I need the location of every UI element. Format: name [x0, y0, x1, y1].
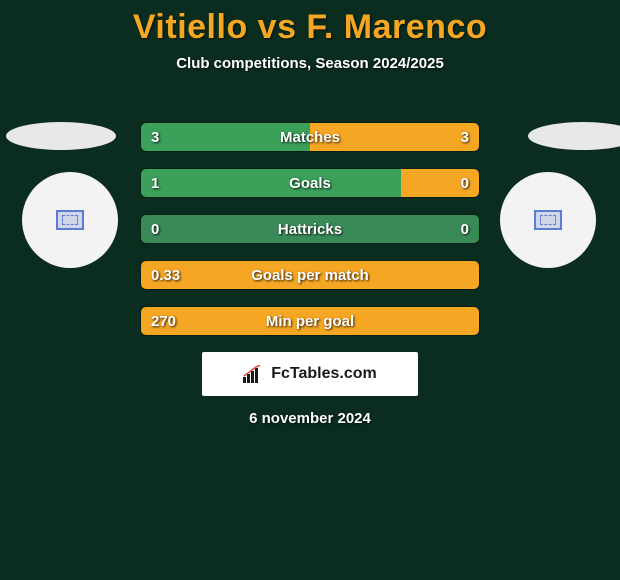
stats-bars: Matches33 Goals10 Hattricks00 Goals per mat… — [140, 122, 480, 352]
stat-bar: Matches33 — [140, 122, 480, 152]
stat-bar: Goals per match0.33 — [140, 260, 480, 290]
player-left-portrait — [6, 122, 116, 150]
chart-icon — [243, 365, 265, 383]
bar-segment-left — [141, 261, 479, 289]
page-subtitle: Club competitions, Season 2024/2025 — [0, 55, 620, 72]
bar-segment-left — [141, 215, 479, 243]
bar-segment-right — [310, 123, 479, 151]
bar-segment-left — [141, 123, 310, 151]
date-text: 6 november 2024 — [0, 410, 620, 427]
club-left-badge — [22, 172, 118, 268]
fctables-logo: FcTables.com — [202, 352, 418, 396]
placeholder-badge-icon — [56, 210, 84, 230]
page-title: Vitiello vs F. Marenco — [0, 8, 620, 47]
placeholder-badge-icon — [534, 210, 562, 230]
club-right-badge — [500, 172, 596, 268]
bar-segment-left — [141, 169, 401, 197]
bar-segment-left — [141, 307, 479, 335]
player-right-portrait — [528, 122, 620, 150]
stat-bar: Min per goal270 — [140, 306, 480, 336]
stat-bar: Goals10 — [140, 168, 480, 198]
bar-segment-right — [401, 169, 479, 197]
logo-text: FcTables.com — [271, 365, 377, 383]
stat-bar: Hattricks00 — [140, 214, 480, 244]
